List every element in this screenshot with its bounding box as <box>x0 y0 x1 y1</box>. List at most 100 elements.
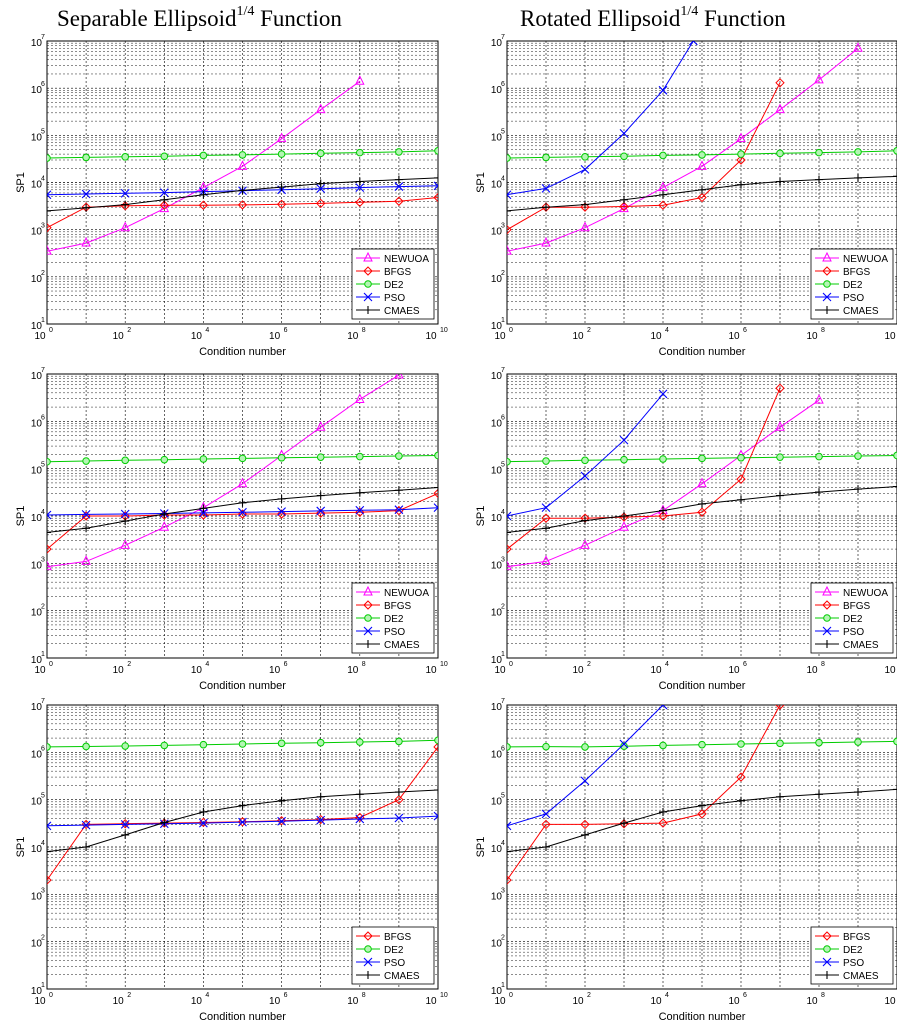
legend-label: DE2 <box>384 614 404 625</box>
x-tick-exponent: 4 <box>665 992 669 999</box>
data-point <box>659 807 667 816</box>
data-point <box>507 245 512 255</box>
y-tick-label: 101 <box>31 317 45 332</box>
data-point <box>541 236 551 247</box>
x-tick-base: 10 <box>494 331 506 342</box>
x-tick-base: 10 <box>884 665 896 676</box>
y-tick-base: 10 <box>31 180 43 191</box>
x-tick-base: 10 <box>494 996 506 1007</box>
y-tick-exponent: 4 <box>501 840 505 847</box>
data-point <box>581 516 589 525</box>
x-axis-label: Condition number <box>199 1011 286 1023</box>
data-point <box>238 740 247 748</box>
y-axis-label: SP1 <box>475 506 487 527</box>
x-tick-exponent: 2 <box>127 661 131 668</box>
legend-label: DE2 <box>384 280 404 291</box>
y-tick-label: 107 <box>31 34 45 49</box>
chart-panel: 1001021041061081010101102103104105106107… <box>15 34 448 358</box>
data-point <box>199 455 208 463</box>
data-point <box>697 507 707 517</box>
data-point <box>159 188 169 198</box>
data-point <box>355 814 365 824</box>
data-point <box>199 151 208 160</box>
data-point <box>316 149 325 158</box>
x-tick-base: 10 <box>347 331 359 342</box>
x-tick-base: 10 <box>347 996 359 1007</box>
data-point <box>736 132 746 143</box>
data-point <box>775 383 785 393</box>
legend-marker <box>823 614 831 622</box>
x-tick-exponent: 4 <box>205 992 209 999</box>
data-point <box>507 875 512 885</box>
legend-label: NEWUOA <box>384 254 429 265</box>
y-tick-base: 10 <box>31 655 43 666</box>
data-point <box>47 190 52 200</box>
data-point <box>697 192 707 203</box>
y-tick-exponent: 2 <box>501 935 505 942</box>
y-tick-label: 107 <box>491 367 505 382</box>
y-tick-label: 107 <box>31 367 45 382</box>
x-tick-label: 100 <box>494 661 513 676</box>
x-tick-exponent: 0 <box>509 327 513 334</box>
y-tick-base: 10 <box>31 418 43 429</box>
y-tick-exponent: 4 <box>501 176 505 183</box>
data-point <box>315 198 326 209</box>
y-tick-exponent: 2 <box>501 270 505 277</box>
data-point <box>47 223 52 233</box>
data-point <box>356 738 364 746</box>
x-tick-label: 106 <box>269 661 288 676</box>
data-point <box>658 705 668 710</box>
data-point <box>541 809 551 819</box>
y-tick-base: 10 <box>491 560 503 571</box>
column-title-right-suffix: Function <box>698 6 786 31</box>
series-line <box>507 388 781 550</box>
y-tick-exponent: 7 <box>501 34 505 41</box>
data-point <box>276 509 287 519</box>
data-point <box>120 539 131 549</box>
y-tick-label: 103 <box>491 556 505 571</box>
x-tick-exponent: 0 <box>49 661 53 668</box>
y-tick-exponent: 1 <box>501 651 505 658</box>
x-tick-base: 10 <box>728 331 740 342</box>
y-tick-base: 10 <box>491 797 503 808</box>
y-tick-label: 102 <box>491 935 505 950</box>
x-tick-label: 100 <box>494 992 513 1007</box>
legend-marker <box>363 626 373 636</box>
legend-marker <box>364 945 372 953</box>
data-point <box>82 524 91 533</box>
data-point <box>658 818 668 828</box>
data-point <box>434 173 438 182</box>
data-point <box>355 177 364 186</box>
y-tick-exponent: 5 <box>41 128 45 135</box>
y-tick-exponent: 5 <box>501 128 505 135</box>
y-tick-exponent: 6 <box>41 81 45 88</box>
data-point <box>507 206 511 215</box>
x-tick-base: 10 <box>425 996 437 1007</box>
data-point <box>394 175 403 184</box>
data-point <box>434 451 438 460</box>
y-tick-exponent: 5 <box>501 462 505 469</box>
legend-marker <box>823 306 831 314</box>
data-point <box>776 453 784 461</box>
data-point <box>507 560 512 571</box>
legend-marker <box>823 640 831 648</box>
y-tick-exponent: 3 <box>41 556 45 563</box>
data-point <box>659 151 667 160</box>
data-point <box>121 742 129 750</box>
data-point <box>354 393 365 403</box>
y-tick-label: 103 <box>31 887 45 902</box>
x-tick-label: 100 <box>34 661 53 676</box>
data-point <box>394 196 404 206</box>
y-tick-label: 104 <box>31 840 45 855</box>
legend-label: BFGS <box>384 601 412 612</box>
y-tick-base: 10 <box>491 321 503 332</box>
data-point <box>395 452 403 460</box>
data-point <box>580 776 590 786</box>
chart-panel: 1001021041061081010101102103104105106107… <box>15 698 448 1023</box>
data-point <box>355 790 364 799</box>
y-tick-label: 103 <box>491 223 505 238</box>
data-point <box>159 521 170 531</box>
x-tick-label: 102 <box>572 992 591 1007</box>
